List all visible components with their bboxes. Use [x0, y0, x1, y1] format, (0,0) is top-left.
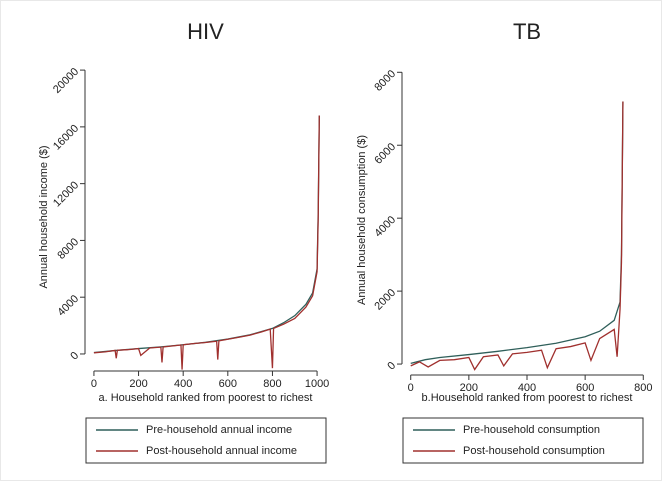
x-tick-label: 200 [460, 382, 478, 394]
x-tick-label: 800 [263, 378, 281, 390]
x-tick-label: 0 [408, 382, 414, 394]
y-axis-label: Annual household income ($) [38, 145, 50, 288]
x-tick-label: 600 [576, 382, 594, 394]
legend [85, 417, 327, 464]
y-axis-label: Annual household consumption ($) [356, 135, 368, 305]
legend-label: Pre-household consumption [463, 424, 600, 436]
line [93, 115, 320, 370]
x-tick-label: 1000 [305, 378, 329, 390]
legend-label: Post-household consumption [463, 445, 605, 457]
legend-label: Post-household annual income [146, 445, 297, 457]
chart-title: TB [513, 19, 541, 44]
x-tick-label: 400 [518, 382, 536, 394]
line [410, 101, 624, 371]
x-tick-label: 200 [129, 378, 147, 390]
x-tick-label: 400 [174, 378, 192, 390]
legend-label: Pre-household annual income [146, 424, 292, 436]
chart-title: HIV [187, 19, 224, 44]
legend [402, 417, 644, 464]
x-tick-label: 0 [91, 378, 97, 390]
x-tick-label: 800 [634, 382, 652, 394]
x-axis-label: b.Household ranked from poorest to riche… [422, 392, 633, 404]
x-axis-label: a. Household ranked from poorest to rich… [98, 392, 312, 404]
x-tick-label: 600 [219, 378, 237, 390]
